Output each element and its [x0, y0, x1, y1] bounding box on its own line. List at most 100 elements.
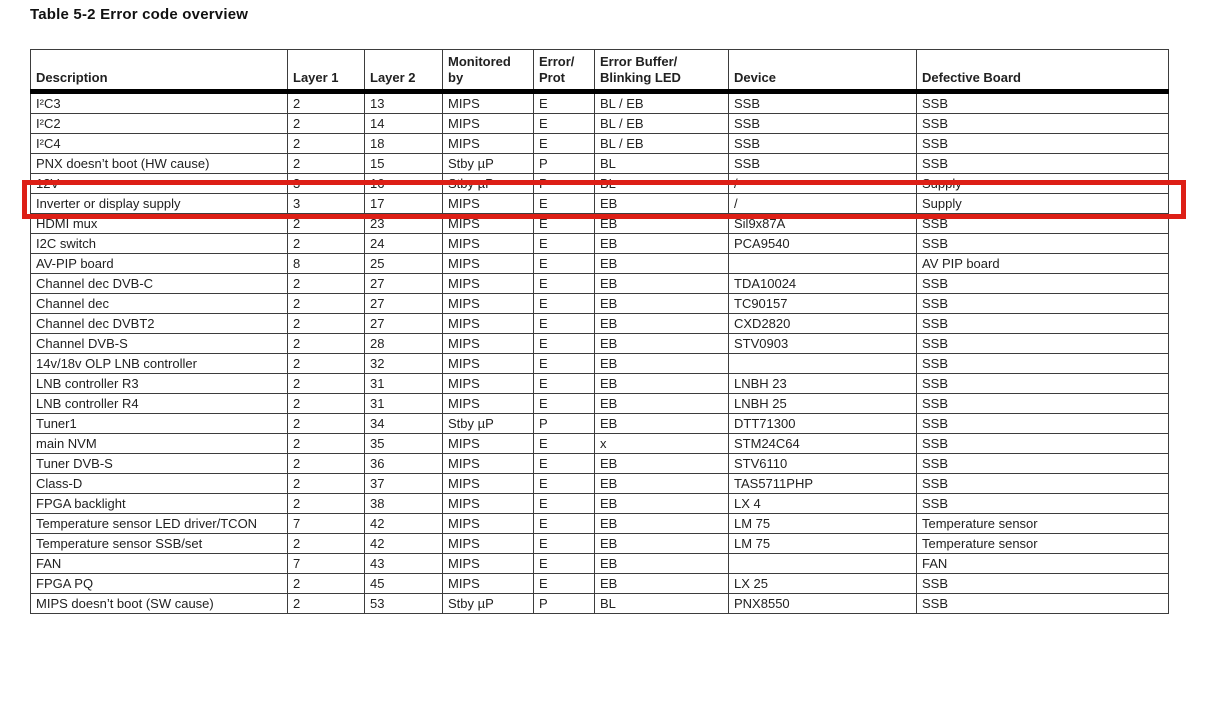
table-cell: 2	[287, 533, 365, 555]
table-cell: 27	[364, 293, 443, 315]
table-cell: Temperature sensor SSB/set	[30, 533, 288, 555]
table-header: Description Layer 1 Layer 2 Monitored by…	[30, 48, 1169, 95]
table-row: Temperature sensor LED driver/TCON 7 42 MIP…	[30, 513, 1169, 535]
table-cell: MIPS	[442, 293, 534, 315]
table-cell: FAN	[916, 553, 1169, 575]
table-row: Channel DVB-S 2 28 MIPS E EB STV0903 SSB	[30, 333, 1169, 355]
table-cell: BL / EB	[594, 91, 729, 115]
table-cell: MIPS	[442, 113, 534, 135]
table-caption: Table 5-2 Error code overview	[30, 6, 249, 23]
table-cell: MIPS	[442, 393, 534, 415]
table-cell: E	[533, 333, 595, 355]
table-cell: STV6110	[728, 453, 917, 475]
table-row: Inverter or display supply 3 17 MIPS E EB / Sup…	[30, 193, 1169, 215]
table-cell: PNX8550	[728, 593, 917, 615]
table-cell: E	[533, 353, 595, 375]
table-cell: EB	[594, 533, 729, 555]
table-cell: E	[533, 513, 595, 535]
table-cell: SSB	[916, 113, 1169, 135]
table-cell: E	[533, 273, 595, 295]
table-cell: SSB	[916, 153, 1169, 175]
table-row: FAN 7 43 MIPS E EB FAN	[30, 553, 1169, 575]
column-header-error-buffer-blinking-led: Error Buffer/ Blinking LED	[594, 48, 729, 95]
table-cell: 2	[287, 133, 365, 155]
column-header-monitored-by: Monitored by	[442, 48, 534, 95]
table-cell: LNBH 25	[728, 393, 917, 415]
table-cell: 2	[287, 573, 365, 595]
table-cell: EB	[594, 393, 729, 415]
table-cell: SSB	[728, 113, 917, 135]
table-cell: 27	[364, 313, 443, 335]
table-row: FPGA PQ 2 45 MIPS E EB LX 25 SSB	[30, 573, 1169, 595]
table-cell: 2	[287, 293, 365, 315]
table-cell: LNB controller R4	[30, 393, 288, 415]
table-row: Class-D 2 37 MIPS E EB TAS5711PHP SSB	[30, 473, 1169, 495]
table-cell: EB	[594, 273, 729, 295]
table-cell: 23	[364, 213, 443, 235]
table-cell: 2	[287, 413, 365, 435]
table-row: MIPS doesn’t boot (SW cause) 2 53 Stby µP P B…	[30, 593, 1169, 615]
table-cell: MIPS	[442, 133, 534, 155]
table-cell: Tuner1	[30, 413, 288, 435]
table-cell: EB	[594, 493, 729, 515]
table-cell: MIPS	[442, 213, 534, 235]
table-row: PNX doesn’t boot (HW cause) 2 15 Stby µP P BL…	[30, 153, 1169, 175]
table-cell: MIPS doesn’t boot (SW cause)	[30, 593, 288, 615]
table-cell	[728, 553, 917, 575]
table-cell: EB	[594, 453, 729, 475]
table-cell: E	[533, 573, 595, 595]
table-cell: E	[533, 113, 595, 135]
table-cell: DTT71300	[728, 413, 917, 435]
table-cell: SSB	[916, 573, 1169, 595]
table-cell: AV PIP board	[916, 253, 1169, 275]
table-cell: Stby µP	[442, 153, 534, 175]
table-cell: Temperature sensor LED driver/TCON	[30, 513, 288, 535]
table-cell: Sil9x87A	[728, 213, 917, 235]
table-row: I²C3 2 13 MIPS E BL / EB SSB SSB	[30, 91, 1169, 115]
table-cell: 31	[364, 373, 443, 395]
table-row: LNB controller R3 2 31 MIPS E EB LNBH 23 SSB	[30, 373, 1169, 395]
table-cell: 2	[287, 373, 365, 395]
table-cell: P	[533, 173, 595, 195]
table-cell: MIPS	[442, 353, 534, 375]
table-cell: 14v/18v OLP LNB controller	[30, 353, 288, 375]
table-row: I²C2 2 14 MIPS E BL / EB SSB SSB	[30, 113, 1169, 135]
table-cell: 42	[364, 533, 443, 555]
table-cell: I2C switch	[30, 233, 288, 255]
table-cell: SSB	[728, 133, 917, 155]
table-cell: BL / EB	[594, 113, 729, 135]
table-cell: /	[728, 193, 917, 215]
table-cell: Channel dec	[30, 293, 288, 315]
table-row: Temperature sensor SSB/set 2 42 MIPS E EB LM 7…	[30, 533, 1169, 555]
table-cell: MIPS	[442, 333, 534, 355]
table-cell: 24	[364, 233, 443, 255]
table-cell: MIPS	[442, 91, 534, 115]
table-cell: 2	[287, 393, 365, 415]
table-cell: SSB	[916, 133, 1169, 155]
table-cell: Stby µP	[442, 593, 534, 615]
table-cell: 3	[287, 193, 365, 215]
table-cell	[728, 353, 917, 375]
table-cell: 3	[287, 173, 365, 195]
table-cell: 16	[364, 173, 443, 195]
table-cell: LM 75	[728, 513, 917, 535]
error-code-table: Description Layer 1 Layer 2 Monitored by…	[30, 48, 1169, 615]
table-row: Tuner1 2 34 Stby µP P EB DTT71300 SSB	[30, 413, 1169, 435]
table-cell: SSB	[916, 593, 1169, 615]
table-cell: E	[533, 433, 595, 455]
table-cell: 14	[364, 113, 443, 135]
table-cell: 2	[287, 333, 365, 355]
table-cell: 13	[364, 91, 443, 115]
table-cell: 2	[287, 353, 365, 375]
table-cell: SSB	[916, 213, 1169, 235]
table-cell: Temperature sensor	[916, 533, 1169, 555]
table-cell: SSB	[916, 273, 1169, 295]
table-cell: 28	[364, 333, 443, 355]
table-cell: 2	[287, 233, 365, 255]
table-cell: E	[533, 313, 595, 335]
table-cell: SSB	[916, 91, 1169, 115]
table-body: I²C3 2 13 MIPS E BL / EB SSB SSB I²C2 2 14 MIPS E BL …	[30, 91, 1169, 615]
table-cell: E	[533, 493, 595, 515]
table-cell: BL / EB	[594, 133, 729, 155]
table-cell: 34	[364, 413, 443, 435]
